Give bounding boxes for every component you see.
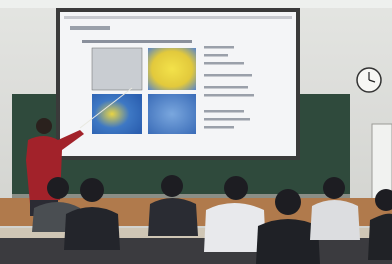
ceiling bbox=[0, 0, 392, 8]
page: {} bbox=[0, 0, 392, 264]
slide-caption bbox=[82, 40, 192, 43]
slide-header-bar bbox=[64, 16, 292, 19]
whiteboard bbox=[372, 124, 392, 200]
slide-heading bbox=[70, 26, 110, 30]
lecture-photo bbox=[0, 0, 392, 264]
seats bbox=[0, 238, 392, 264]
slide-map bbox=[92, 48, 142, 90]
slide-map bbox=[148, 48, 196, 90]
slide-map bbox=[148, 94, 196, 134]
